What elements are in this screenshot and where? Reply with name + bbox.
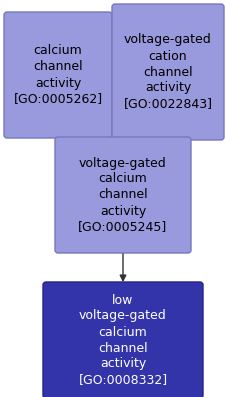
Text: voltage-gated
calcium
channel
activity
[GO:0005245]: voltage-gated calcium channel activity […: [78, 156, 167, 233]
FancyBboxPatch shape: [43, 282, 202, 397]
FancyBboxPatch shape: [4, 12, 111, 138]
FancyBboxPatch shape: [111, 4, 223, 140]
Text: voltage-gated
cation
channel
activity
[GO:0022843]: voltage-gated cation channel activity [G…: [123, 33, 212, 110]
Text: calcium
channel
activity
[GO:0005262]: calcium channel activity [GO:0005262]: [13, 44, 102, 106]
Text: low
voltage-gated
calcium
channel
activity
[GO:0008332]: low voltage-gated calcium channel activi…: [78, 293, 167, 387]
FancyBboxPatch shape: [55, 137, 190, 253]
